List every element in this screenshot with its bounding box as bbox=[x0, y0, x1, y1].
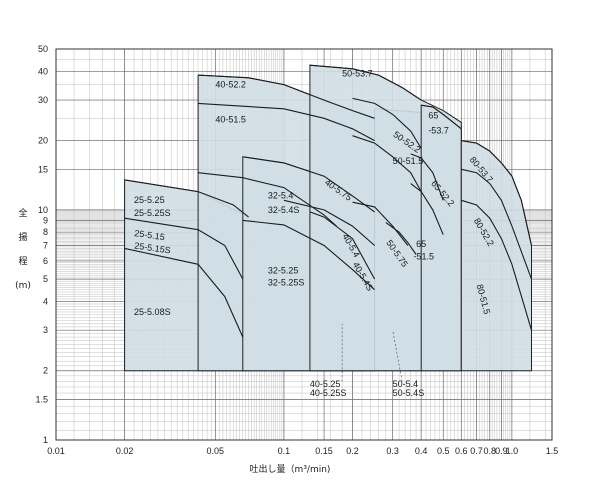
model-label: 25-5.25 bbox=[134, 195, 165, 205]
curve-25-5.15 bbox=[124, 217, 244, 280]
label-leader bbox=[392, 330, 403, 382]
y-axis-title-char: 程 bbox=[18, 256, 27, 267]
x-tick-label: 1.0 bbox=[506, 446, 519, 456]
curve-25-5.25 bbox=[124, 179, 249, 218]
x-tick-label: 0.2 bbox=[346, 446, 359, 456]
y-tick-label: 10 bbox=[38, 205, 48, 215]
model-label: 65 bbox=[428, 110, 438, 120]
model-label: 32-5.25S bbox=[268, 277, 305, 287]
x-tick-label: 0.8 bbox=[484, 446, 497, 456]
axis-ticks: 0.01 0.02 0.05 0.1 0.15 0.2 0.3 0.4 0.5 0.6 0.7 0.8… bbox=[35, 44, 558, 456]
y-tick-label: 7 bbox=[43, 241, 48, 251]
curve-40-5.25 bbox=[309, 211, 376, 280]
plot-frame bbox=[55, 48, 553, 441]
y-tick-label: 50 bbox=[38, 44, 48, 54]
model-label: 50-5.4 bbox=[393, 379, 419, 389]
model-label: 32-5.4 bbox=[268, 191, 294, 201]
curve-32-5.4 bbox=[198, 172, 337, 227]
curve-40-51.5 bbox=[198, 102, 375, 142]
curve-50-52.2 bbox=[352, 97, 422, 149]
x-tick-label: 0.05 bbox=[207, 446, 225, 456]
model-label: 50-53.7 bbox=[342, 68, 373, 78]
model-label: 40-52.2 bbox=[215, 80, 246, 90]
model-label: 40-51.5 bbox=[215, 114, 246, 124]
plot-border bbox=[55, 48, 553, 441]
curve-40-52.2 bbox=[198, 74, 375, 119]
curve-50-51.5 bbox=[352, 135, 422, 192]
model-label: 40-5.25S bbox=[310, 388, 347, 398]
model-label: 50-51.5 bbox=[393, 156, 424, 166]
model-label: -53.7 bbox=[428, 125, 449, 135]
y-tick-label: 30 bbox=[38, 95, 48, 105]
y-tick-label: 5 bbox=[43, 274, 48, 284]
y-tick-label: 8 bbox=[43, 227, 48, 237]
x-tick-label: 0.1 bbox=[278, 446, 291, 456]
model-label: -51.5 bbox=[413, 251, 434, 261]
model-label: 40-5.25 bbox=[310, 379, 341, 389]
model-label: 65 bbox=[416, 239, 426, 249]
model-label: 32-5.4S bbox=[268, 205, 300, 215]
y-tick-label: 3 bbox=[43, 325, 48, 335]
curve-50-5.75 bbox=[352, 201, 409, 246]
model-label: 50-5.4S bbox=[393, 388, 425, 398]
curve-50-53.7 bbox=[309, 64, 422, 101]
x-tick-label: 0.6 bbox=[455, 446, 468, 456]
y-tick-label: 15 bbox=[38, 164, 48, 174]
y-tick-label: 4 bbox=[43, 296, 48, 306]
y-tick-label: 40 bbox=[38, 66, 48, 76]
x-tick-label: 1.5 bbox=[546, 446, 559, 456]
y-tick-label: 1.5 bbox=[35, 394, 48, 404]
x-tick-label: 0.5 bbox=[437, 446, 450, 456]
x-tick-label: 0.02 bbox=[116, 446, 134, 456]
curve-65-53.7 bbox=[421, 104, 462, 130]
x-tick-label: 0.15 bbox=[315, 446, 333, 456]
x-tick-label: 0.4 bbox=[415, 446, 428, 456]
coverage-region bbox=[460, 140, 532, 372]
curve-32-5.25 bbox=[242, 219, 375, 291]
y-tick-label: 20 bbox=[38, 136, 48, 146]
y-tick-label: 1 bbox=[43, 435, 48, 445]
x-tick-label: 0.3 bbox=[386, 446, 399, 456]
curve-65-51.5 bbox=[410, 183, 444, 235]
coverage-region bbox=[420, 104, 462, 372]
curve-80-53.7 bbox=[461, 140, 533, 246]
x-tick-label: 0.7 bbox=[470, 446, 483, 456]
curve-40-5.75 bbox=[242, 156, 375, 213]
x-tick-label: 0.9 bbox=[495, 446, 508, 456]
curve-50-5.4 bbox=[385, 222, 417, 255]
curve-40-5.4 bbox=[283, 199, 375, 246]
x-tick-label: 0.01 bbox=[47, 446, 65, 456]
coverage-regions bbox=[124, 64, 532, 372]
y-tick-label: 6 bbox=[43, 256, 48, 266]
y-axis-title-char: (m) bbox=[15, 281, 31, 291]
curve-80-51.5 bbox=[461, 199, 533, 331]
curve-80-52.2 bbox=[461, 168, 533, 280]
curve-65-52.2 bbox=[410, 153, 444, 201]
y-axis-title-char: 全 bbox=[18, 207, 27, 219]
model-label: 25-5.08S bbox=[134, 307, 171, 317]
y-tick-label: 9 bbox=[43, 215, 48, 225]
axis-titles: 吐出し量（m³/min) 全揚程 (m) bbox=[15, 207, 330, 475]
performance-curves bbox=[124, 64, 533, 382]
y-axis-title-char: 揚 bbox=[18, 231, 27, 243]
curve-25-5.08S bbox=[124, 247, 244, 338]
y-tick-label: 2 bbox=[43, 366, 48, 376]
model-label: 32-5.25 bbox=[268, 265, 299, 275]
model-label: 25-5.15 bbox=[134, 228, 166, 242]
x-axis-title: 吐出し量（m³/min) bbox=[250, 463, 331, 475]
model-label: 25-5.25S bbox=[134, 208, 171, 218]
